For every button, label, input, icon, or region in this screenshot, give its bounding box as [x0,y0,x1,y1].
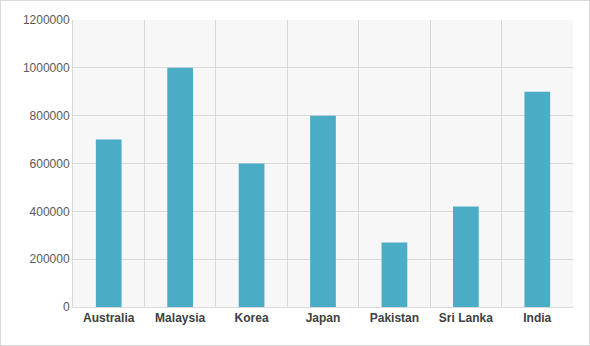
svg-text:Korea: Korea [235,311,269,325]
svg-text:India: India [523,311,551,325]
svg-text:Japan: Japan [306,311,341,325]
svg-text:Malaysia: Malaysia [155,311,205,325]
svg-text:Sri Lanka: Sri Lanka [439,311,493,325]
svg-text:1000000: 1000000 [23,61,70,75]
svg-text:1200000: 1200000 [23,13,70,27]
svg-text:400000: 400000 [30,205,70,219]
svg-text:Pakistan: Pakistan [370,311,419,325]
svg-text:0: 0 [63,300,70,314]
svg-text:600000: 600000 [30,157,70,171]
svg-text:800000: 800000 [30,109,70,123]
svg-text:Australia: Australia [83,311,135,325]
svg-text:200000: 200000 [30,252,70,266]
